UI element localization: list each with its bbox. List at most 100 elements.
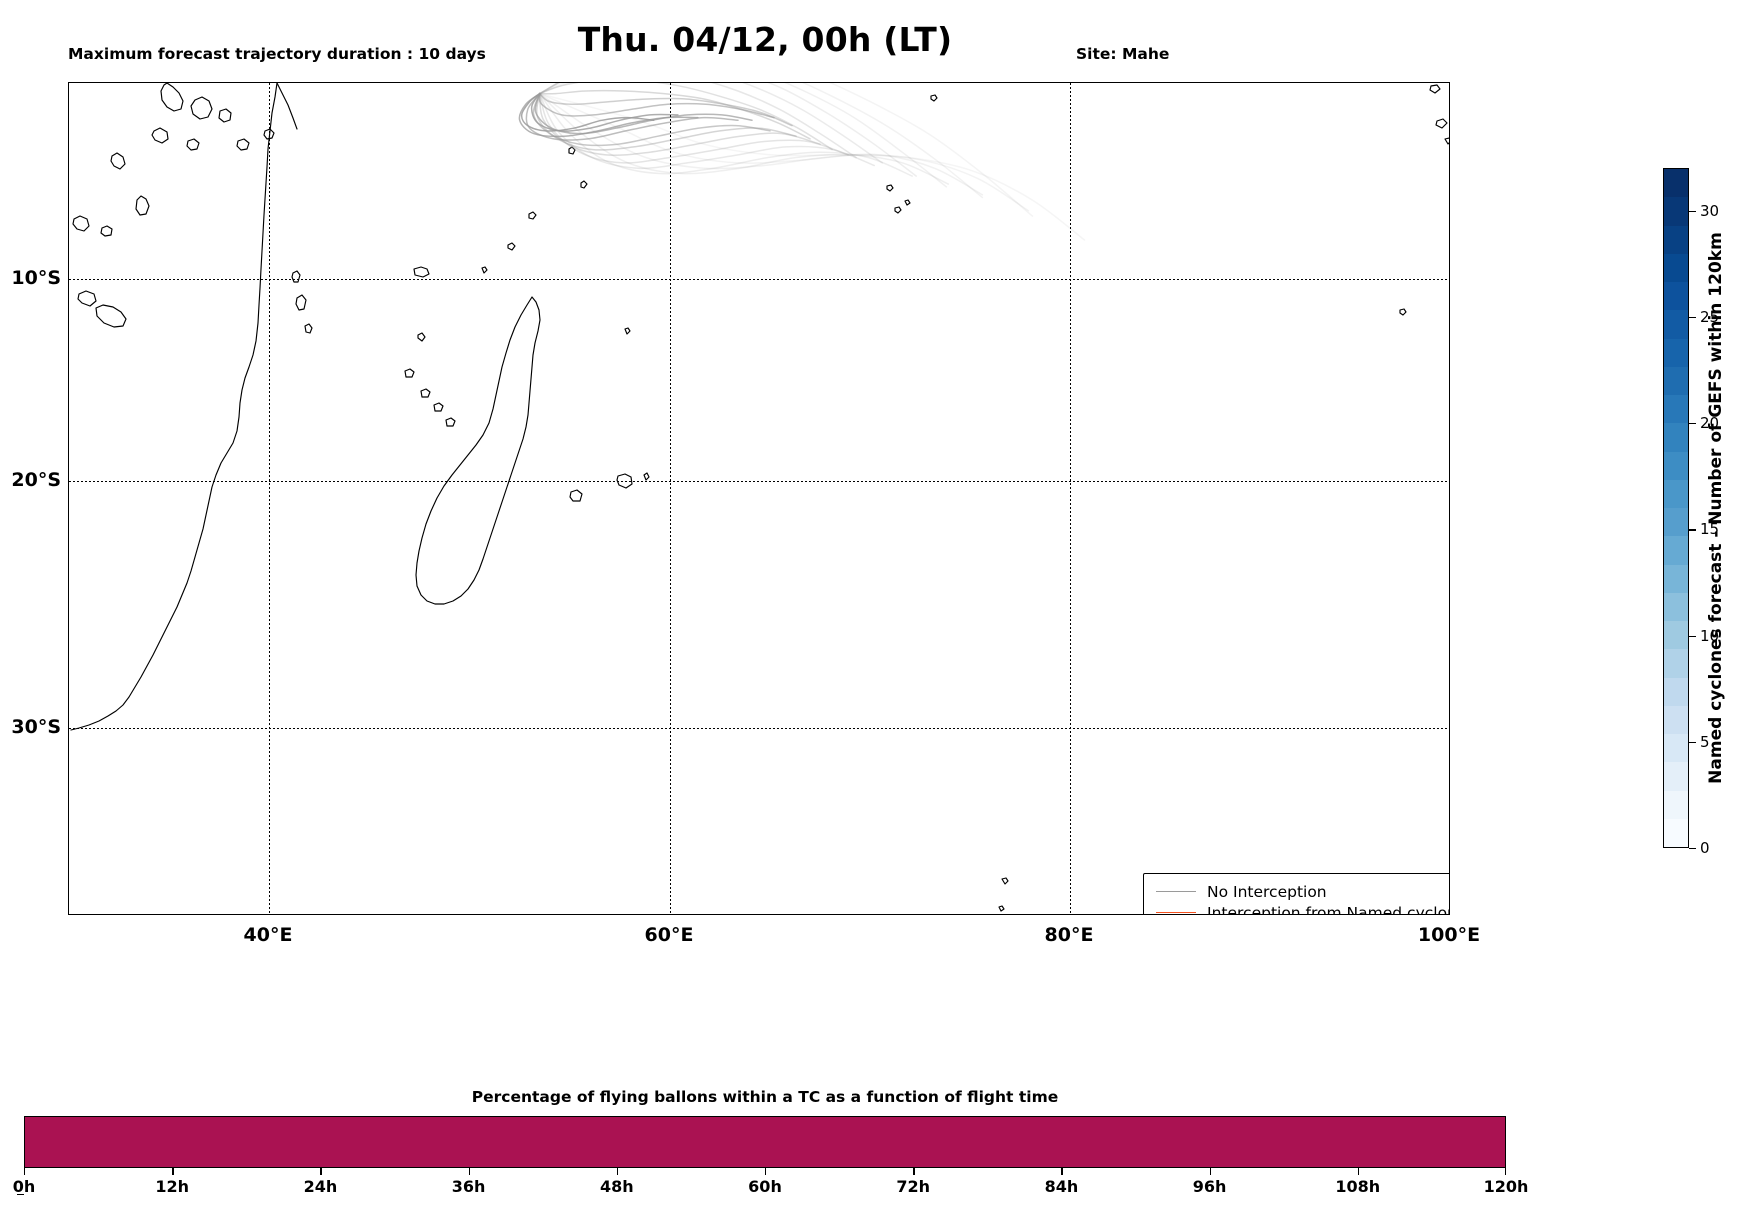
gridline-lon-40 (269, 83, 271, 914)
percentage-bar-tick (1504, 1168, 1506, 1175)
trajectory-path (538, 92, 849, 164)
colorbar-swatch (1664, 423, 1688, 452)
colorbar-swatch (1664, 282, 1688, 311)
trajectory-layer (518, 83, 1086, 241)
percentage-bar-tick (172, 1168, 174, 1175)
percentage-bar-tick-label: 60h (748, 1177, 782, 1196)
colorbar-tick-label: 10 (1700, 626, 1720, 645)
colorbar-swatch (1664, 621, 1688, 650)
colorbar-swatch (1664, 169, 1688, 198)
colorbar-swatch (1664, 395, 1688, 424)
colorbar-swatch (1664, 536, 1688, 565)
colorbar-tick-label: 20 (1700, 414, 1720, 432)
header-max-duration: Maximum forecast trajectory duration : 1… (68, 44, 486, 63)
trajectory-path (538, 92, 821, 157)
legend-item: No Interception (1154, 881, 1449, 902)
colorbar-swatch (1664, 508, 1688, 537)
gridline-lat-30 (69, 728, 1449, 730)
header-site: Site: Mahe (1076, 44, 1170, 63)
trajectory-path (538, 83, 857, 159)
trajectory-path (530, 92, 679, 132)
trajectory-path (538, 83, 1034, 217)
trajectory-path (534, 92, 753, 135)
trajectory-path (518, 92, 699, 138)
trajectory-path (538, 92, 984, 196)
trajectory-path (538, 92, 793, 127)
colorbar-tick (1689, 316, 1696, 319)
trajectory-path (538, 83, 883, 164)
gridline-lon-80 (1070, 83, 1072, 914)
percentage-bar-tick (24, 1168, 26, 1175)
trajectory-path (538, 83, 917, 177)
colorbar-swatch (1664, 451, 1688, 480)
percentage-bar-tick-label: 96h (1192, 1177, 1227, 1196)
percentage-bar-ytick (17, 1194, 24, 1196)
gridline-lat-10 (69, 279, 1449, 281)
percentage-bar-tick (320, 1168, 322, 1175)
ytick-label-20S: 20°S (11, 469, 61, 491)
ytick-label-30S: 30°S (11, 716, 61, 738)
percentage-bar (24, 1116, 1506, 1168)
colorbar-tick-label: 25 (1700, 307, 1720, 326)
percentage-bar-tick-label: 72h (896, 1177, 931, 1196)
legend-swatch-no-interception (1154, 891, 1198, 892)
percentage-bar-tick-label: 12h (155, 1177, 190, 1196)
colorbar-swatch (1664, 253, 1688, 282)
coastlines-layer (70, 83, 1449, 912)
percentage-bar-tick (765, 1168, 767, 1175)
trajectory-path (538, 89, 811, 140)
ytick-label-10S: 10°S (11, 267, 61, 289)
percentage-bar-axis: 0h 12h 24h 36h 48h 60h 72h 84h 96h 108h 120h (13, 1168, 1528, 1213)
trajectory-path (538, 92, 875, 170)
colorbar-tick (1689, 848, 1696, 850)
trajectory-path (538, 83, 948, 188)
map-legend: No Interception Interception from Named … (1143, 873, 1450, 915)
xtick-label-80E: 80°E (1044, 924, 1094, 946)
colorbar-swatch (1664, 338, 1688, 367)
colorbar-swatch (1664, 649, 1688, 678)
colorbar-swatch (1664, 677, 1688, 706)
line-sample (1156, 912, 1196, 913)
map-axes: No Interception Interception from Named … (68, 82, 1450, 915)
colorbar-swatch (1664, 705, 1688, 734)
colorbar-tick (1689, 635, 1696, 637)
colorbar-swatch (1664, 592, 1688, 621)
percentage-bar-tick-label: 24h (303, 1177, 338, 1196)
percentage-bar-tick-label: 108h (1335, 1177, 1381, 1196)
percentage-bar-tick-label: 84h (1044, 1177, 1079, 1196)
trajectory-path (538, 92, 775, 119)
colorbar-swatch (1664, 479, 1688, 508)
percentage-bar-tick (1209, 1168, 1211, 1175)
legend-item: Interception from Named cyclone (1154, 902, 1450, 915)
colorbar: 0 5 10 15 20 25 30 (1663, 168, 1719, 857)
percentage-bar-tick (616, 1168, 619, 1175)
trajectory-path (532, 92, 771, 147)
trajectory-path (538, 83, 833, 151)
percentage-bar-tick (1357, 1168, 1360, 1175)
colorbar-tick-label: 15 (1700, 520, 1720, 539)
trajectory-path (538, 83, 984, 199)
colorbar-swatch (1664, 225, 1688, 254)
colorbar-tick-label: 30 (1700, 201, 1720, 220)
xtick-label-100E: 100°E (1417, 924, 1481, 946)
percentage-bar-tick (913, 1168, 915, 1175)
percentage-bar-title: Percentage of flying ballons within a TC… (471, 1088, 1059, 1106)
trajectory-path (535, 92, 797, 151)
colorbar-tick (1689, 741, 1696, 744)
percentage-bar-tick-label: 36h (451, 1177, 486, 1196)
colorbar-swatch (1664, 734, 1688, 763)
colorbar-tick-label: 0 (1700, 839, 1710, 857)
percentage-bar-tick (1061, 1168, 1063, 1175)
percentage-bar-tick-label: 48h (599, 1177, 634, 1196)
legend-label: No Interception (1207, 882, 1327, 901)
legend-swatch-named-cyclone (1154, 912, 1198, 913)
colorbar-gradient (1663, 168, 1689, 848)
gridline-lat-20 (69, 481, 1449, 483)
colorbar-swatch (1664, 762, 1688, 791)
xtick-label-60E: 60°E (644, 924, 694, 946)
legend-label: Interception from Named cyclone (1207, 903, 1450, 915)
colorbar-tick (1689, 529, 1696, 531)
colorbar-swatch (1664, 366, 1688, 395)
line-sample (1156, 891, 1196, 892)
